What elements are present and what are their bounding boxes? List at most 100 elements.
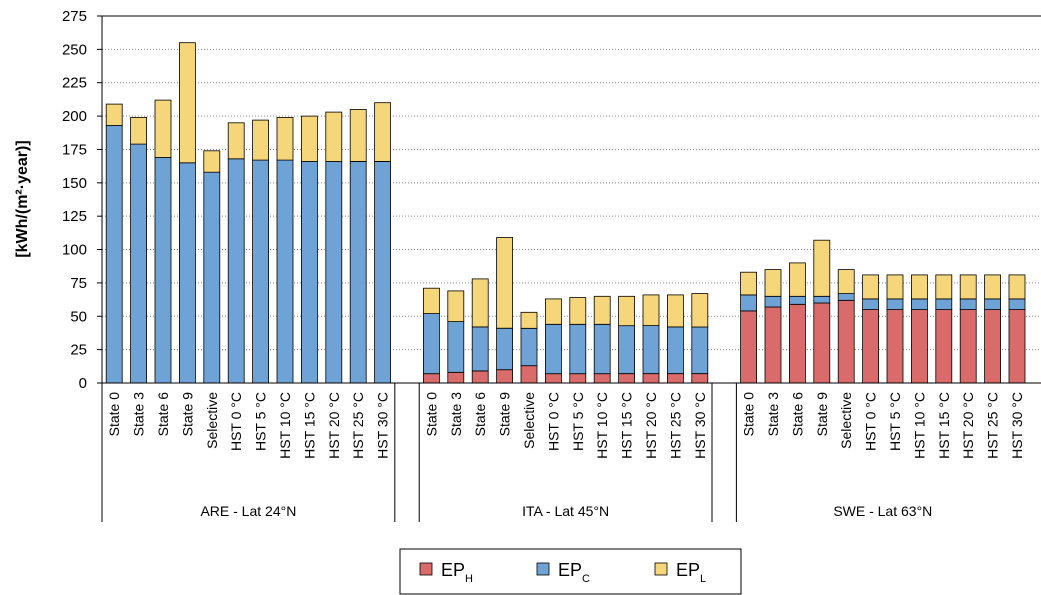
- bar-segment: [154, 157, 172, 384]
- x-tick-label: State 6: [472, 392, 488, 437]
- bar-segment: [837, 293, 855, 301]
- legend-swatch: [654, 562, 668, 576]
- bar-segment: [911, 309, 928, 384]
- x-tick-label: HST 30 °C: [692, 392, 708, 459]
- bar-segment: [447, 290, 465, 322]
- x-tick-label: Selective: [838, 392, 854, 449]
- y-tick-label: 125: [62, 208, 87, 225]
- bar-segment: [813, 239, 831, 297]
- bar-segment: [1008, 298, 1026, 310]
- bar-segment: [471, 278, 489, 328]
- x-tick-label: State 3: [131, 392, 147, 437]
- x-tick-label: HST 25 °C: [667, 392, 683, 459]
- bar-segment: [105, 103, 123, 126]
- bar-segment: [252, 159, 270, 384]
- bar-segment: [520, 365, 538, 384]
- bar-segment: [349, 161, 367, 384]
- bar-segment: [837, 269, 855, 295]
- bar-segment: [569, 323, 587, 375]
- bar-segment: [520, 311, 538, 329]
- bar-segment: [813, 302, 831, 384]
- bar-segment: [227, 158, 245, 384]
- x-tick-label: HST 20 °C: [960, 392, 976, 459]
- x-tick-label: HST 0 °C: [228, 392, 244, 451]
- x-tick-label: State 6: [155, 392, 171, 437]
- bar-segment: [227, 122, 245, 160]
- bar-segment: [642, 373, 660, 384]
- y-tick-label: 200: [62, 108, 87, 125]
- x-tick-label: HST 10 °C: [594, 392, 610, 459]
- legend-box: [399, 548, 742, 595]
- bar-segment: [105, 125, 123, 384]
- group-label: ARE - Lat 24°N: [200, 503, 296, 519]
- x-tick-label: HST 10 °C: [911, 392, 927, 459]
- x-tick-label: HST 15 °C: [301, 392, 317, 459]
- legend-swatch: [536, 562, 550, 576]
- y-tick-label: 75: [70, 275, 87, 292]
- y-tick-label: 50: [70, 308, 87, 325]
- y-tick-label: 0: [79, 375, 87, 392]
- bar-segment: [935, 309, 953, 384]
- x-tick-label: HST 30 °C: [375, 392, 391, 459]
- bar-segment: [496, 369, 514, 384]
- x-tick-label: HST 15 °C: [619, 392, 635, 459]
- x-tick-label: State 6: [789, 392, 805, 437]
- bar-segment: [764, 306, 782, 384]
- bar-segment: [667, 373, 684, 384]
- bar-segment: [959, 309, 977, 384]
- bar-segment: [984, 309, 1001, 384]
- bar-segment: [447, 321, 465, 373]
- bar-segment: [740, 310, 757, 384]
- bar-segment: [545, 373, 562, 384]
- bar-segment: [1008, 309, 1026, 384]
- x-tick-label: State 9: [814, 392, 830, 437]
- bar-segment: [862, 298, 879, 310]
- y-tick-label: 25: [70, 342, 87, 359]
- y-tick-label: 275: [62, 8, 87, 25]
- bar-segment: [178, 162, 196, 384]
- bar-segment: [740, 294, 757, 312]
- bar-segment: [471, 370, 489, 384]
- bar-segment: [203, 171, 221, 384]
- x-tick-label: State 9: [497, 392, 513, 437]
- bar-segment: [764, 295, 782, 308]
- x-tick-label: State 0: [106, 392, 122, 437]
- x-tick-label: Selective: [204, 392, 220, 449]
- y-tick-label: 175: [62, 141, 87, 158]
- bar-segment: [593, 373, 611, 384]
- x-tick-label: State 0: [741, 392, 757, 437]
- x-tick-label: State 3: [448, 392, 464, 437]
- bar-segment: [911, 274, 928, 300]
- bar-segment: [374, 161, 392, 384]
- x-tick-label: HST 5 °C: [570, 392, 586, 451]
- legend-swatch: [419, 562, 433, 576]
- bar-segment: [935, 298, 953, 310]
- bar-segment: [569, 297, 587, 325]
- bar-segment: [959, 298, 977, 310]
- group-label: ITA - Lat 45°N: [522, 503, 609, 519]
- bar-segment: [374, 102, 392, 162]
- bar-segment: [349, 109, 367, 162]
- bar-segment: [911, 298, 928, 310]
- bar-segment: [789, 303, 806, 384]
- y-tick-label: 100: [62, 242, 87, 259]
- x-tick-label: HST 15 °C: [936, 392, 952, 459]
- bar-segment: [325, 161, 343, 384]
- bar-segment: [789, 262, 806, 297]
- bar-segment: [422, 287, 440, 315]
- x-tick-label: State 3: [765, 392, 781, 437]
- bar-segment: [667, 326, 684, 374]
- bar-segment: [276, 117, 294, 161]
- x-tick-label: HST 10 °C: [277, 392, 293, 459]
- category-labels: State 0 State 3 State 6 State 9 Selective HST…: [106, 392, 1025, 519]
- bar-segment: [203, 150, 221, 173]
- bar-segment: [935, 274, 953, 300]
- bar-segment: [1008, 274, 1026, 300]
- bar-segment: [130, 143, 148, 384]
- bar-segment: [642, 294, 660, 326]
- bar-segment: [984, 298, 1001, 310]
- bar-segment: [471, 326, 489, 372]
- legend: EPH EPC EPL: [399, 548, 742, 595]
- x-tick-label: HST 0 °C: [863, 392, 879, 451]
